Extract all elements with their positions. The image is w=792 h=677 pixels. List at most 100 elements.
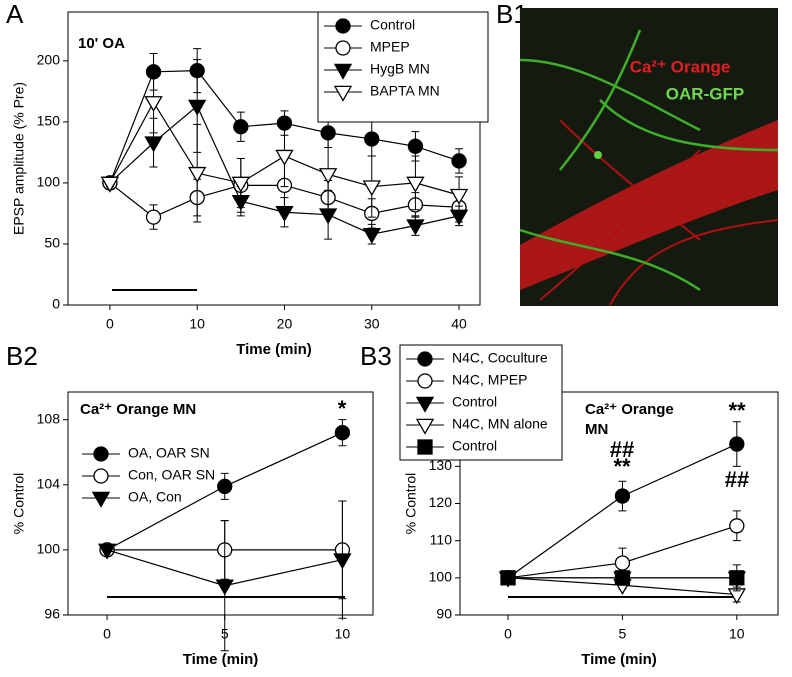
marker xyxy=(407,138,424,154)
y-tick-label: 100 xyxy=(37,174,61,190)
marker xyxy=(364,131,380,147)
marker xyxy=(500,570,516,586)
x-tick-label: 0 xyxy=(103,626,111,642)
annotation: * xyxy=(338,396,347,421)
legend-label: Con, OAR SN xyxy=(128,467,215,483)
x-tick-label: 10 xyxy=(729,626,745,642)
marker xyxy=(318,168,338,185)
plot-frame xyxy=(67,391,374,616)
legend-label: N4C, MPEP xyxy=(452,372,527,388)
y-tick-label: 100 xyxy=(37,541,61,557)
marker xyxy=(145,209,162,225)
marker xyxy=(144,136,163,153)
y-tick-label: 120 xyxy=(429,494,453,510)
marker xyxy=(335,18,351,34)
marker xyxy=(334,425,351,441)
marker xyxy=(614,488,631,504)
legend-label: N4C, MN alone xyxy=(452,416,548,432)
panel-label: B3 xyxy=(360,341,392,371)
marker xyxy=(188,166,207,183)
marker xyxy=(406,176,425,193)
x-tick-label: 20 xyxy=(277,316,293,332)
marker xyxy=(333,553,352,570)
marker xyxy=(406,219,425,236)
marker xyxy=(275,205,294,222)
chart-title: Ca²⁺ Orange MN xyxy=(80,401,196,418)
marker xyxy=(144,96,163,113)
x-tick-label: 10 xyxy=(335,626,351,642)
legend-label: HygB MN xyxy=(370,61,430,77)
plot-frame xyxy=(67,11,481,306)
legend-label: Control xyxy=(452,438,497,454)
panel-label: A xyxy=(6,0,24,29)
marker xyxy=(231,176,251,193)
marker xyxy=(614,570,631,586)
x-tick-label: 40 xyxy=(451,316,467,332)
marker xyxy=(275,149,294,166)
annotation: ** xyxy=(728,398,746,423)
y-tick-label: 200 xyxy=(37,52,61,68)
legend-label: Control xyxy=(370,17,415,33)
chart-title: 10' OA xyxy=(78,35,125,52)
marker xyxy=(415,396,435,413)
x-tick-label: 0 xyxy=(106,316,114,332)
y-tick-label: 90 xyxy=(436,606,452,622)
y-tick-label: 110 xyxy=(430,531,453,547)
x-axis-label: Time (min) xyxy=(236,341,312,358)
y-tick-label: 96 xyxy=(44,606,60,622)
marker xyxy=(449,188,469,205)
marker xyxy=(215,579,234,596)
y-tick-label: 50 xyxy=(44,235,60,251)
y-tick-label: 104 xyxy=(37,475,61,491)
marker xyxy=(333,85,353,102)
annotation: ** xyxy=(613,454,631,479)
marker xyxy=(729,518,745,534)
marker xyxy=(729,570,745,586)
marker xyxy=(614,555,631,571)
panel-label: B2 xyxy=(6,341,38,371)
legend-label: Control xyxy=(452,394,497,410)
legend-label: OA, OAR SN xyxy=(128,445,210,461)
marker xyxy=(362,180,381,197)
y-tick-label: 100 xyxy=(429,569,453,585)
y-axis-label: EPSP amplitude (% Pre) xyxy=(11,82,27,235)
legend-label: N4C, Coculture xyxy=(452,350,548,366)
marker xyxy=(335,40,351,56)
marker xyxy=(217,478,233,495)
x-tick-label: 30 xyxy=(364,316,380,332)
marker xyxy=(97,543,117,560)
marker xyxy=(362,227,381,244)
legend-label: OA, Con xyxy=(128,489,182,505)
chart-title: MN xyxy=(585,421,608,438)
marker xyxy=(417,373,433,389)
x-axis-label: Time (min) xyxy=(183,651,259,668)
marker xyxy=(91,491,111,508)
micrograph: Ca²⁺ Orange OAR-GFP xyxy=(519,8,779,306)
y-tick-label: 130 xyxy=(429,457,453,473)
x-tick-label: 10 xyxy=(189,316,205,332)
x-tick-label: 5 xyxy=(619,626,627,642)
marker xyxy=(729,436,745,452)
marker xyxy=(188,99,207,116)
marker xyxy=(451,153,467,169)
annotation: ## xyxy=(610,437,634,462)
y-tick-label: 150 xyxy=(37,113,61,129)
marker xyxy=(93,446,109,462)
image-label: Ca²⁺ Orange xyxy=(630,57,731,76)
legend-label: BAPTA MN xyxy=(370,83,440,99)
y-axis-label: % Control xyxy=(11,473,27,534)
annotation: ## xyxy=(725,467,749,492)
x-axis-label: Time (min) xyxy=(581,651,657,668)
marker xyxy=(333,63,353,80)
legend-label: MPEP xyxy=(370,39,410,55)
marker xyxy=(233,119,249,135)
marker xyxy=(415,418,435,435)
y-tick-label: 0 xyxy=(52,296,60,312)
y-axis-label: % Control xyxy=(403,473,419,534)
chart-title: Ca²⁺ Orange xyxy=(585,401,674,418)
image-label: OAR-GFP xyxy=(666,84,744,103)
marker xyxy=(417,351,433,367)
marker xyxy=(93,468,109,484)
marker xyxy=(100,176,120,193)
